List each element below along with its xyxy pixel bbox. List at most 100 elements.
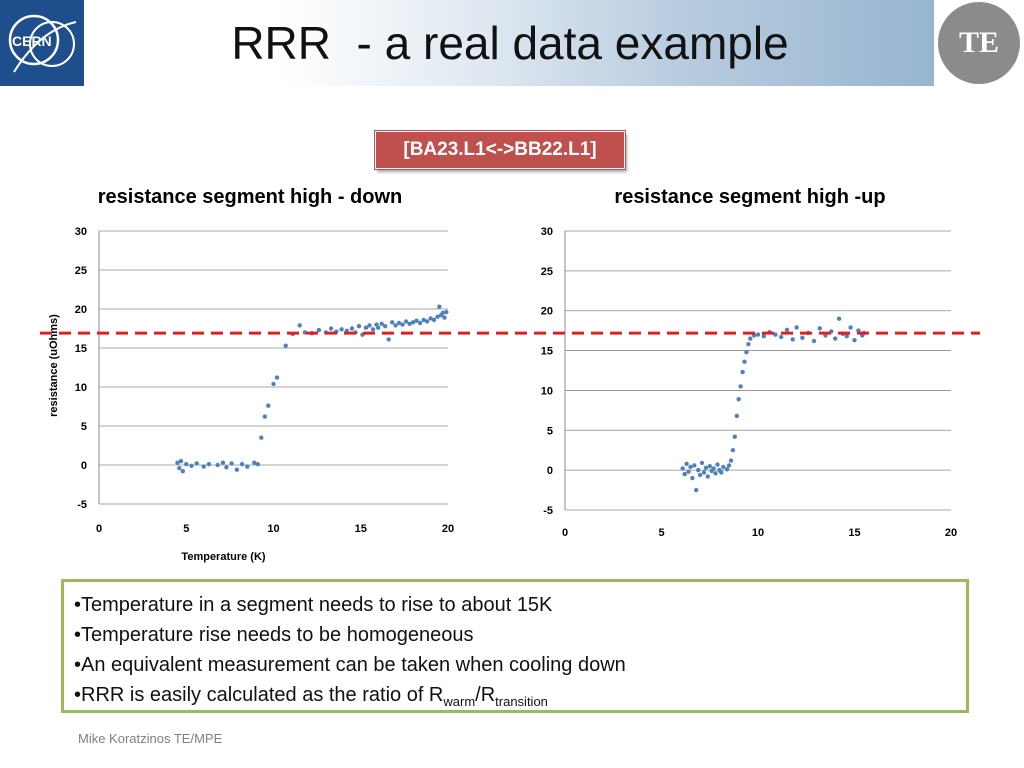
data-point (844, 334, 849, 339)
y-tick-label: 5 (547, 425, 553, 437)
x-tick-label: 0 (562, 527, 568, 539)
data-point (748, 336, 753, 341)
data-point (790, 337, 795, 342)
data-point (424, 319, 430, 324)
data-point (229, 461, 234, 466)
data-point (177, 465, 182, 471)
data-point (811, 338, 817, 344)
data-point (363, 325, 369, 330)
data-point (414, 318, 419, 323)
data-point (442, 315, 447, 320)
data-point (848, 325, 853, 330)
data-point (220, 460, 226, 465)
y-tick-label: 20 (541, 306, 553, 318)
data-point (852, 338, 857, 343)
y-tick-label: 15 (541, 346, 553, 358)
data-point (724, 467, 730, 472)
bullet-2: •Temperature rise needs to be homogeneou… (74, 624, 474, 646)
y-tick-label: 30 (75, 226, 87, 238)
y-tick-label: -5 (543, 505, 553, 517)
x-tick-label: 10 (267, 523, 279, 535)
y-tick-label: 0 (81, 460, 87, 472)
y-tick-label: -5 (77, 499, 87, 511)
data-point (376, 325, 381, 330)
data-point (703, 465, 709, 470)
data-point (692, 463, 697, 468)
data-point (773, 332, 778, 337)
data-point (684, 461, 689, 466)
chart-title-up: resistance segment high -up (614, 186, 886, 208)
charts-area: -5 0 5 10 15 20 25 30 0 5 10 15 20 Temperature (K) res… (40, 226, 980, 563)
notes-box: •Temperature in a segment needs to rise … (61, 579, 969, 713)
data-point (732, 434, 737, 439)
data-point (437, 304, 442, 309)
data-point (180, 469, 185, 474)
data-point (224, 465, 229, 470)
y-tick-label: 0 (547, 465, 553, 477)
data-point (784, 327, 790, 332)
x-tick-label: 20 (945, 527, 957, 539)
data-point (421, 317, 426, 323)
data-point (701, 470, 707, 475)
data-point (736, 397, 741, 402)
data-point (686, 469, 691, 474)
data-point (417, 320, 423, 326)
data-point (356, 324, 362, 329)
y-tick-label: 20 (75, 304, 87, 316)
data-point (328, 326, 334, 331)
data-point (271, 381, 276, 387)
data-point (738, 384, 743, 389)
y-axis-label: resistance (uOhms) (48, 314, 60, 417)
data-point (383, 324, 388, 329)
footer-author: Mike Koratzinos TE/MPE (78, 731, 223, 746)
x-tick-label: 0 (96, 523, 102, 535)
data-point (274, 375, 280, 380)
data-point (721, 464, 726, 470)
header-bar (0, 0, 934, 86)
data-point (316, 327, 322, 333)
bullet-3: •An equivalent measurement can be taken … (74, 654, 626, 676)
bullet-1: •Temperature in a segment needs to rise … (74, 594, 553, 616)
data-point (707, 464, 712, 469)
data-point (234, 467, 240, 472)
data-point (836, 316, 842, 321)
data-point (833, 336, 838, 341)
data-point (730, 448, 736, 453)
y-tick-label: 25 (75, 265, 87, 277)
y-tick-label: 10 (75, 382, 87, 394)
data-point (697, 472, 703, 478)
cern-logo-graphic: CERN (8, 14, 77, 73)
y-tick-label: 15 (75, 343, 87, 355)
data-point (370, 327, 376, 332)
data-point (742, 359, 747, 364)
bullet-4-sub-transition: transition (495, 694, 548, 709)
data-point (297, 323, 302, 328)
data-point (694, 487, 699, 493)
data-point (428, 316, 433, 321)
data-point (435, 314, 440, 319)
data-point (259, 435, 264, 440)
data-point (245, 464, 250, 469)
data-point (201, 464, 206, 469)
data-point (696, 467, 701, 473)
x-tick-label: 20 (442, 523, 454, 535)
data-point (266, 403, 271, 408)
data-point (779, 334, 784, 340)
data-point (255, 462, 260, 467)
x-axis-label: Temperature (K) (181, 551, 265, 563)
data-point (440, 310, 445, 316)
data-point (189, 463, 194, 468)
x-tick-label: 10 (752, 527, 764, 539)
bullet-4-prefix: •RRR is easily calculated as the ratio o… (74, 684, 444, 706)
data-point (794, 325, 799, 330)
data-point (680, 466, 685, 471)
cern-logo: CERN (0, 0, 84, 86)
data-point (393, 323, 398, 328)
data-point (262, 414, 267, 419)
x-tick-label: 5 (183, 523, 189, 535)
chart-title-down: resistance segment high - down (97, 186, 403, 208)
data-point (349, 326, 355, 331)
y-tick-label: 10 (541, 385, 553, 397)
data-point (194, 461, 199, 466)
data-point (410, 320, 416, 325)
